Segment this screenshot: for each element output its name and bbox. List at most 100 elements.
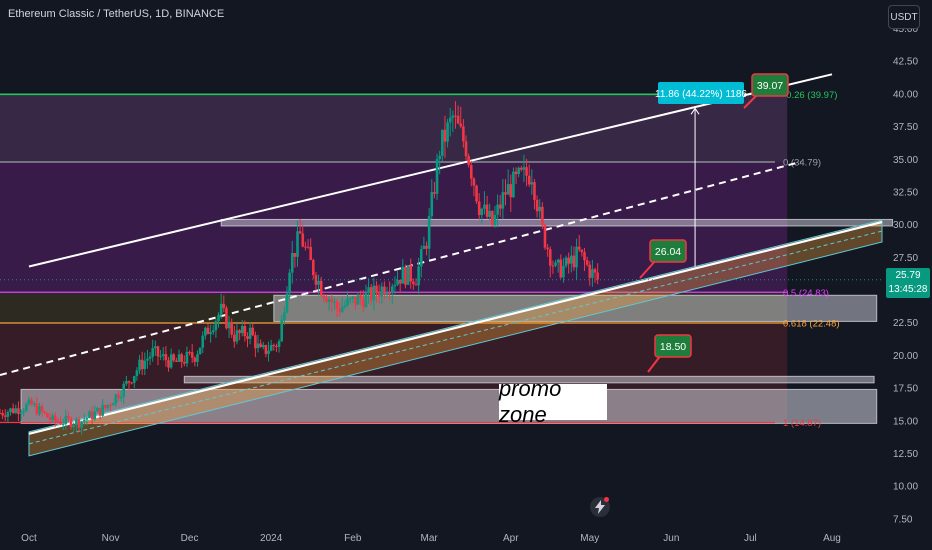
- candle-body: [385, 292, 389, 295]
- y-tick-label: 17.50: [893, 384, 918, 395]
- lightning-icon[interactable]: [590, 497, 610, 517]
- candle-body: [190, 352, 194, 358]
- candle-body: [259, 343, 262, 348]
- fib-label: 1 (14.87): [783, 418, 821, 429]
- candle-body: [164, 354, 168, 361]
- candle-body: [101, 405, 104, 416]
- y-tick-label: 27.50: [893, 253, 918, 264]
- candle-body: [527, 175, 531, 185]
- x-tick-label: Dec: [181, 533, 199, 544]
- callout-pointer: [639, 259, 657, 279]
- y-tick-label: 32.50: [893, 187, 918, 198]
- candle-body: [456, 115, 460, 124]
- candle-body: [180, 354, 183, 363]
- candle-body: [427, 215, 431, 249]
- candle-body: [246, 335, 249, 339]
- chart-title: Ethereum Classic / TetherUS, 1D, BINANCE: [8, 8, 225, 20]
- y-tick-label: 12.50: [893, 449, 918, 460]
- x-tick-label: 2024: [260, 533, 283, 544]
- candle-body: [593, 269, 597, 273]
- candle-body: [312, 260, 315, 276]
- candle-body: [148, 356, 152, 359]
- candle-body: [530, 182, 534, 185]
- candle-body: [135, 370, 139, 377]
- candle-body: [443, 129, 447, 142]
- candle-body: [156, 346, 160, 357]
- candle-body: [1, 413, 4, 416]
- candle-body: [240, 325, 244, 334]
- candle-body: [172, 354, 176, 361]
- candle-body: [182, 362, 186, 364]
- candle-body: [509, 184, 513, 198]
- candle-body: [559, 259, 563, 278]
- candle-body: [491, 210, 494, 226]
- candle-body: [377, 293, 381, 297]
- candle-body: [564, 257, 568, 266]
- x-tick-label: Feb: [344, 533, 362, 544]
- candle-body: [98, 407, 102, 416]
- candle-body: [485, 204, 489, 217]
- callout-box: [654, 334, 692, 358]
- candle-body: [354, 296, 357, 305]
- candle-body: [88, 411, 91, 419]
- candle-body: [522, 167, 526, 170]
- candle-body: [193, 357, 197, 362]
- candle-body: [243, 325, 247, 336]
- trendline-mid-channel: [0, 160, 801, 376]
- candle-body: [393, 284, 397, 287]
- y-tick-label: 30.00: [893, 220, 918, 231]
- candle-body: [117, 394, 120, 399]
- candle-body: [230, 321, 233, 335]
- candle-body: [196, 354, 199, 362]
- candle-body: [338, 308, 341, 312]
- candle-body: [327, 299, 331, 302]
- candle-body: [27, 399, 31, 405]
- candle-body: [419, 248, 423, 267]
- candle-body: [483, 204, 486, 209]
- currency-button[interactable]: USDT: [888, 5, 920, 29]
- candle-body: [346, 298, 349, 306]
- last-price: 25.79: [895, 270, 921, 281]
- callout-pointer: [647, 354, 662, 373]
- candle-body: [351, 296, 355, 299]
- candle-body: [209, 332, 212, 335]
- candle-body: [290, 253, 294, 273]
- candle-body: [409, 265, 413, 282]
- candle-body: [219, 303, 223, 315]
- candle-body: [575, 246, 578, 268]
- candle-body: [248, 327, 252, 339]
- candle-body: [159, 355, 162, 357]
- candle-body: [261, 345, 265, 348]
- candle-body: [69, 418, 73, 428]
- candle-body: [541, 206, 544, 226]
- fib-label: 0.5 (24.83): [783, 288, 829, 299]
- callout-label: 39.07: [757, 80, 783, 92]
- candle-body: [293, 253, 297, 257]
- candle-body: [533, 182, 536, 200]
- y-tick-label: 7.50: [893, 514, 913, 525]
- candle-body: [330, 299, 334, 303]
- candle-body: [111, 403, 115, 406]
- candle-body: [390, 286, 394, 294]
- candle-body: [438, 155, 441, 160]
- candle-body: [301, 233, 305, 247]
- candle-body: [404, 266, 407, 285]
- candle-body: [462, 126, 465, 142]
- candle-body: [398, 279, 402, 284]
- candle-body: [535, 199, 539, 212]
- fib-band: [0, 94, 788, 163]
- candles: [0, 101, 599, 435]
- fib-label: -0.26 (39.97): [783, 90, 837, 101]
- callout-box: [751, 73, 789, 97]
- candle-body: [364, 293, 368, 308]
- candle-body: [406, 265, 410, 285]
- candle-body: [75, 419, 78, 426]
- candle-body: [269, 344, 273, 351]
- candle-body: [25, 404, 28, 411]
- candle-body: [267, 350, 270, 354]
- candle-body: [448, 117, 452, 123]
- candle-body: [467, 156, 470, 166]
- candle-body: [167, 360, 170, 368]
- candle-body: [14, 408, 18, 413]
